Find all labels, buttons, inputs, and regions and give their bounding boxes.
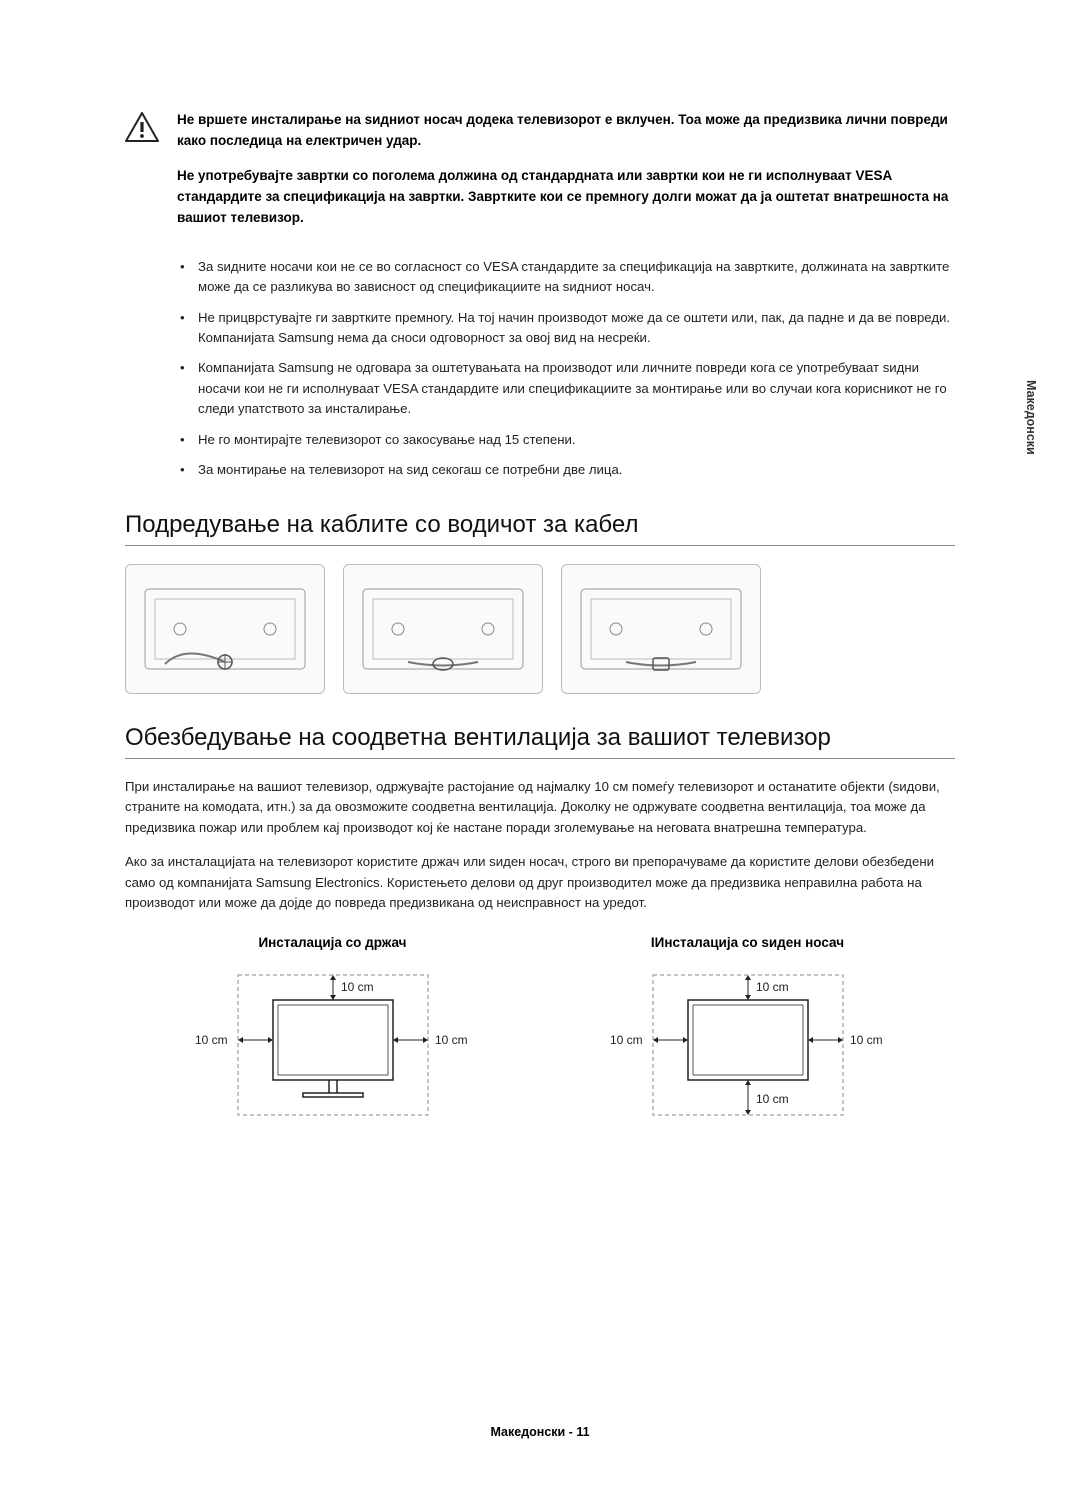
stand-install-column: Инсталација со држач 10 cm 10 cm [146, 935, 520, 1140]
svg-text:10 cm: 10 cm [195, 1033, 228, 1047]
stand-install-title: Инсталација со држач [146, 935, 520, 950]
cable-guide-image-3 [561, 564, 761, 694]
warning-bold-1: Не вршете инсталирање на ѕидниот носач д… [177, 110, 955, 152]
bullet-item: За ѕидните носачи кои не се во согласнос… [180, 257, 955, 298]
bullet-item: Не прицврстувајте ги завртките премногу.… [180, 308, 955, 349]
bullet-item: За монтирање на телевизорот на ѕид секог… [180, 460, 955, 480]
installation-diagrams-row: Инсталација со држач 10 cm 10 cm [125, 935, 955, 1140]
wall-install-title: ІИнсталација со ѕиден носач [561, 935, 935, 950]
warning-bullet-list: За ѕидните носачи кои не се во согласнос… [180, 257, 955, 481]
svg-text:10 cm: 10 cm [756, 980, 789, 994]
cable-guide-image-1 [125, 564, 325, 694]
caution-icon [125, 110, 159, 147]
side-language-tab: Македонски [1024, 380, 1038, 455]
cable-guide-image-2 [343, 564, 543, 694]
svg-text:10 cm: 10 cm [341, 980, 374, 994]
page-footer: Македонски - 11 [0, 1425, 1080, 1439]
svg-text:10 cm: 10 cm [610, 1033, 643, 1047]
svg-text:10 cm: 10 cm [435, 1033, 468, 1047]
wall-install-column: ІИнсталација со ѕиден носач 10 cm 10 cm [561, 935, 935, 1140]
bullet-item: Компанијата Samsung не одговара за оштет… [180, 358, 955, 419]
warning-bold-2: Не употребувајте завртки со поголема дол… [177, 166, 955, 229]
svg-text:10 cm: 10 cm [850, 1033, 883, 1047]
stand-install-diagram: 10 cm 10 cm 10 cm [146, 960, 520, 1140]
bullet-item: Не го монтирајте телевизорот со закосува… [180, 430, 955, 450]
svg-text:10 cm: 10 cm [756, 1092, 789, 1106]
cable-guide-images [125, 564, 955, 694]
section-heading-cables: Подредување на каблите со водичот за каб… [125, 511, 955, 546]
ventilation-p2: Ако за инсталацијата на телевизорот кори… [125, 852, 955, 913]
section-heading-ventilation: Обезбедување на соодветна вентилација за… [125, 724, 955, 759]
warning-text: Не вршете инсталирање на ѕидниот носач д… [177, 110, 955, 243]
ventilation-p1: При инсталирање на вашиот телевизор, одр… [125, 777, 955, 838]
wall-install-diagram: 10 cm 10 cm 10 cm 10 cm [561, 960, 935, 1140]
warning-block: Не вршете инсталирање на ѕидниот носач д… [125, 110, 955, 243]
